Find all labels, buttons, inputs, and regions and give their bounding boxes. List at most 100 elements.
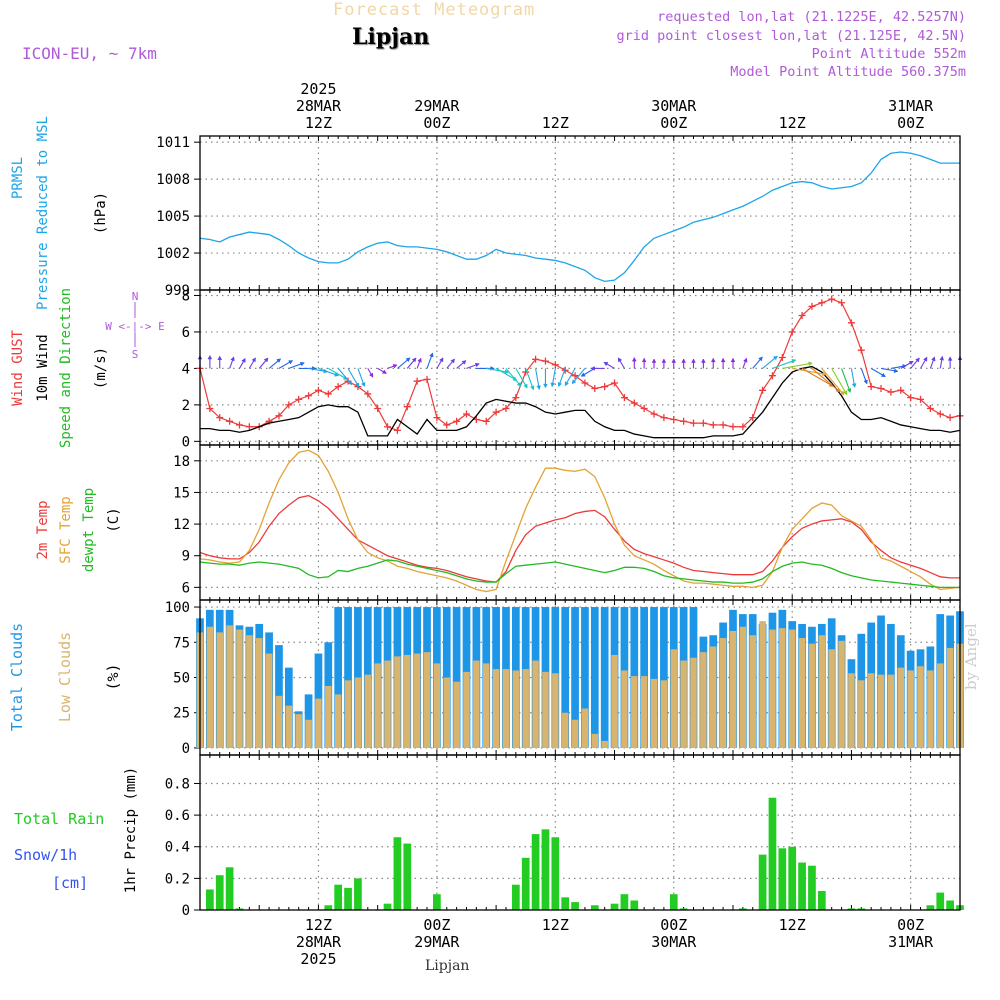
rain-bar xyxy=(936,892,945,910)
wind-arrow-head xyxy=(392,364,398,369)
wind-arrow-head xyxy=(550,382,556,388)
total-cloud-bar xyxy=(452,607,461,748)
compass-axis: W <-|-> E xyxy=(105,320,165,333)
rain-bar xyxy=(630,900,639,910)
point-altitude: Point Altitude 552m xyxy=(811,46,966,62)
low-cloud-bar xyxy=(788,629,796,748)
top-time-label: 00Z xyxy=(897,114,924,132)
gust-marker xyxy=(788,328,796,336)
gust-marker xyxy=(482,417,490,425)
wind-arrow-head xyxy=(263,357,269,363)
rain-bar xyxy=(235,908,244,910)
rain-bar xyxy=(225,867,234,910)
rain-bar xyxy=(383,903,392,910)
wind-arrow-head xyxy=(915,357,920,363)
low-cloud-bar xyxy=(650,678,658,748)
low-cloud-bar xyxy=(542,671,549,748)
gust-marker xyxy=(867,383,875,391)
wind-arrow-head xyxy=(710,357,716,363)
wind-arrow-head xyxy=(571,379,577,385)
wind-arrow xyxy=(486,367,509,373)
wind-arrow-head xyxy=(743,357,748,363)
low-cloud-bar xyxy=(571,719,579,748)
wind-arrow-head xyxy=(661,358,667,363)
bottom-time-label: 00Z xyxy=(660,916,687,934)
gust-marker xyxy=(453,417,461,425)
top-time-label: 29MAR xyxy=(414,97,460,115)
wind-arrow-head xyxy=(361,382,366,387)
gust-marker xyxy=(640,405,648,413)
gust-marker xyxy=(798,312,806,320)
y-tick-label: 6 xyxy=(182,325,190,341)
wind-arrow-head xyxy=(822,371,827,377)
temp-2m-label: 2m Temp xyxy=(35,500,51,559)
gust-marker xyxy=(778,353,786,361)
rain-bar xyxy=(551,837,560,910)
total-cloud-bar xyxy=(571,607,579,748)
low-cloud-bar xyxy=(404,654,411,748)
low-cloud-bar xyxy=(492,669,500,748)
rain-bar xyxy=(610,903,619,910)
gust-marker xyxy=(443,421,451,429)
gust-marker xyxy=(216,414,224,422)
wind-arrow-head xyxy=(334,372,339,377)
gust-marker xyxy=(699,419,707,427)
y-tick-label: 0 xyxy=(182,741,190,757)
low-cloud-bar xyxy=(364,674,372,748)
rain-bar xyxy=(393,837,402,910)
wind-direction-label: Speed and Direction xyxy=(58,288,74,448)
gust-marker xyxy=(275,412,283,420)
low-cloud-bar xyxy=(246,635,253,748)
wind-arrow xyxy=(831,368,848,396)
low-cloud-bar xyxy=(631,676,638,748)
wind-arrow-head xyxy=(603,362,609,367)
wind-arrow-head xyxy=(580,372,586,377)
low-cloud-bar xyxy=(719,638,727,748)
low-cloud-bar xyxy=(601,740,608,748)
wind-arrow-head xyxy=(701,358,706,363)
bottom-time-label: 29MAR xyxy=(414,933,460,951)
rain-bar xyxy=(403,843,412,910)
low-cloud-bar xyxy=(236,629,243,748)
low-clouds-label: Low Clouds xyxy=(56,632,74,722)
rain-bar xyxy=(946,900,954,910)
rain-bar xyxy=(758,854,767,910)
total-cloud-bar xyxy=(344,607,352,748)
top-time-label: 00Z xyxy=(423,114,450,132)
gust-marker xyxy=(620,394,628,402)
low-cloud-bar xyxy=(374,663,381,748)
model-label: ICON-EU, ~ 7km xyxy=(22,44,157,63)
y-tick-label: 0.6 xyxy=(165,808,190,824)
rain-bar xyxy=(206,889,214,910)
gust-marker xyxy=(324,390,332,398)
gust-marker xyxy=(847,319,855,327)
pressure-label: PRMSL xyxy=(10,157,26,199)
rain-bar xyxy=(857,908,866,910)
compass-south: S xyxy=(132,348,139,361)
total-clouds-label: Total Clouds xyxy=(8,623,26,731)
wind-label: 10m Wind xyxy=(35,334,51,401)
gust-marker xyxy=(709,421,717,429)
low-cloud-bar xyxy=(946,647,954,748)
wind-arrow-head xyxy=(417,357,422,363)
total-cloud-bar xyxy=(581,607,589,748)
gust-marker xyxy=(907,394,915,402)
top-time-label: 31MAR xyxy=(888,97,934,115)
gust-marker xyxy=(492,408,500,416)
y-tick-label: 12 xyxy=(173,517,190,533)
wind-arrow-head xyxy=(641,357,647,363)
wind-arrow-head xyxy=(681,358,686,363)
gust-marker xyxy=(936,410,944,418)
gust-marker xyxy=(591,384,599,392)
wind-arrow-head xyxy=(439,357,444,363)
total-cloud-bar xyxy=(660,607,668,748)
low-cloud-bar xyxy=(690,657,697,748)
gust-marker xyxy=(818,299,826,307)
wind-arrow-head xyxy=(758,356,763,362)
rain-bar xyxy=(571,902,579,910)
y-tick-label: 15 xyxy=(173,485,190,501)
wind-arrow-head xyxy=(808,361,813,367)
precip-unit: 1hr Precip (mm) xyxy=(123,767,139,893)
wind-arrow xyxy=(792,367,827,375)
low-cloud-bar xyxy=(512,670,520,748)
